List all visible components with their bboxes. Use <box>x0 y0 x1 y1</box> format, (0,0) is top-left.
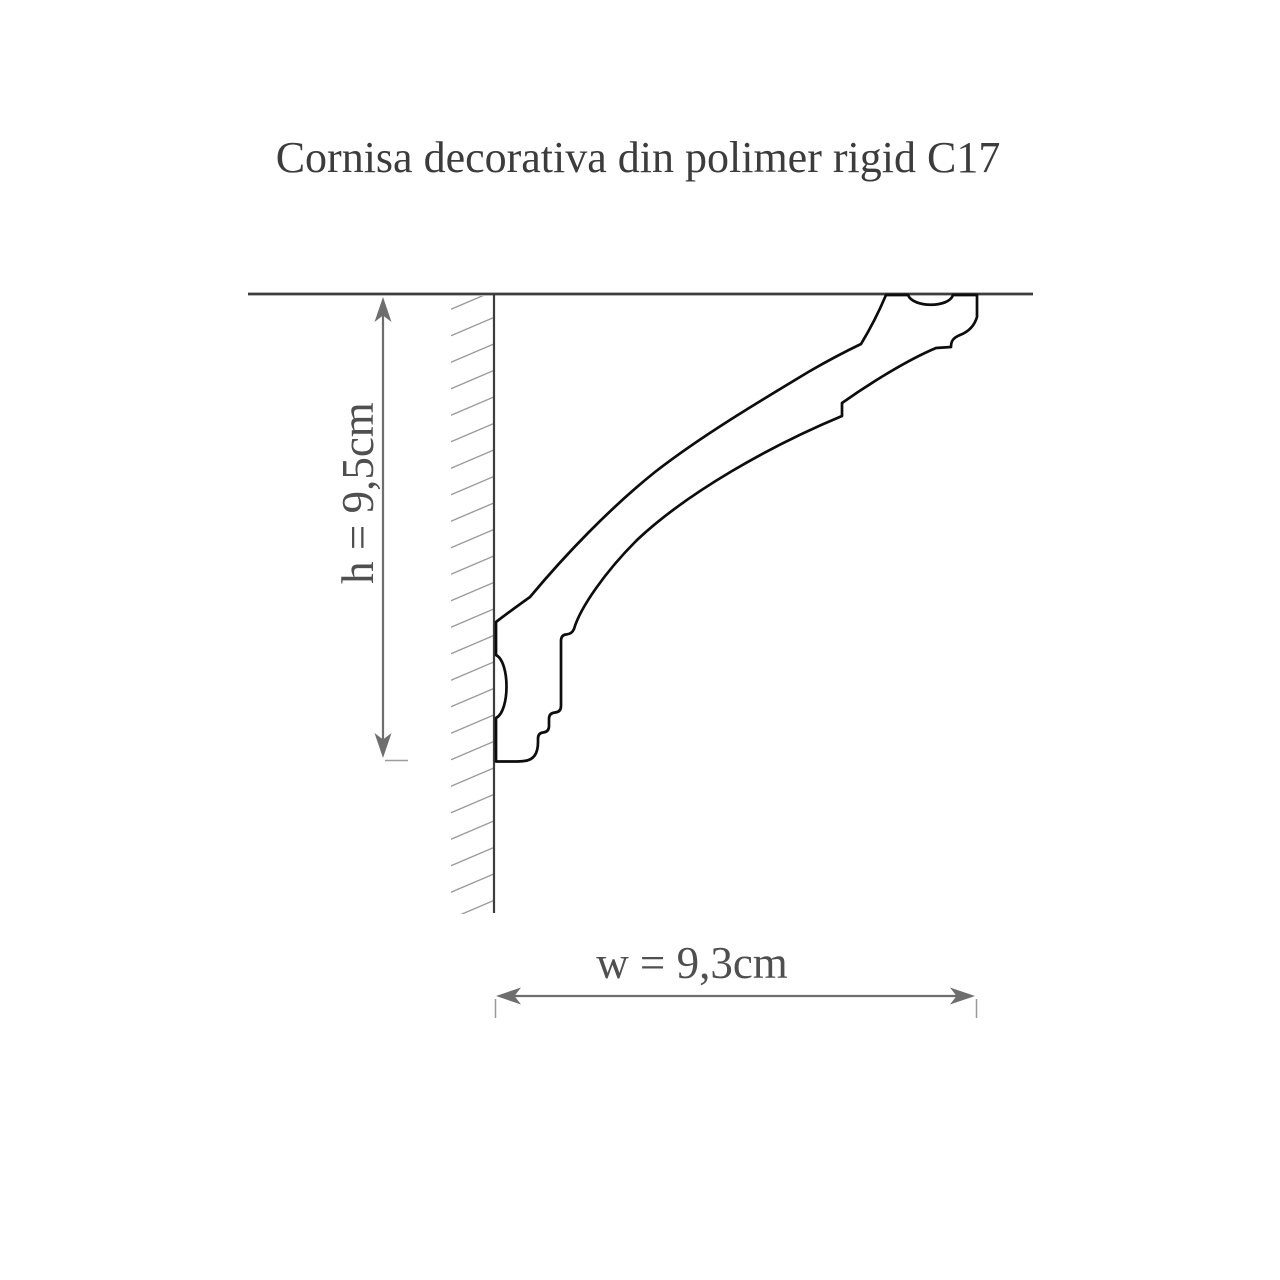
hatch-line <box>451 316 494 337</box>
hatch-line <box>451 502 494 522</box>
hatch-line <box>451 555 494 575</box>
hatch-line <box>451 661 494 681</box>
hatch-lines <box>451 296 494 914</box>
height-dimension: h = 9,5cm <box>333 297 408 762</box>
hatch-line <box>451 296 484 310</box>
height-arrow-down-icon <box>374 733 392 758</box>
hatch-line <box>451 422 494 443</box>
wall-hatching <box>451 296 494 914</box>
width-arrow-right-icon <box>950 987 975 1005</box>
width-arrow-left-icon <box>496 987 521 1005</box>
hatch-line <box>451 793 494 814</box>
hatch-line <box>451 343 494 363</box>
hatch-line <box>451 634 494 655</box>
height-arrow-up-icon <box>374 297 392 322</box>
hatch-line <box>451 740 494 761</box>
width-dimension: w = 9,3cm <box>494 938 978 1018</box>
width-dimension-label: w = 9,3cm <box>596 938 788 988</box>
hatch-line <box>451 369 494 390</box>
hatch-line <box>451 396 494 416</box>
hatch-line <box>451 608 494 628</box>
hatch-line <box>451 449 494 469</box>
hatch-line <box>451 475 494 496</box>
hatch-line <box>451 581 494 602</box>
hatch-line <box>451 820 494 840</box>
height-dimension-label: h = 9,5cm <box>333 402 383 584</box>
page-title: Cornisa decorativa din polimer rigid C17 <box>276 133 1001 182</box>
hatch-line <box>451 846 494 867</box>
hatch-line <box>451 873 494 893</box>
hatch-line <box>460 899 494 914</box>
hatch-line <box>451 687 494 708</box>
hatch-line <box>451 528 494 549</box>
cornice-profile-outline <box>494 293 979 763</box>
hatch-line <box>451 767 494 787</box>
hatch-line <box>451 714 494 734</box>
